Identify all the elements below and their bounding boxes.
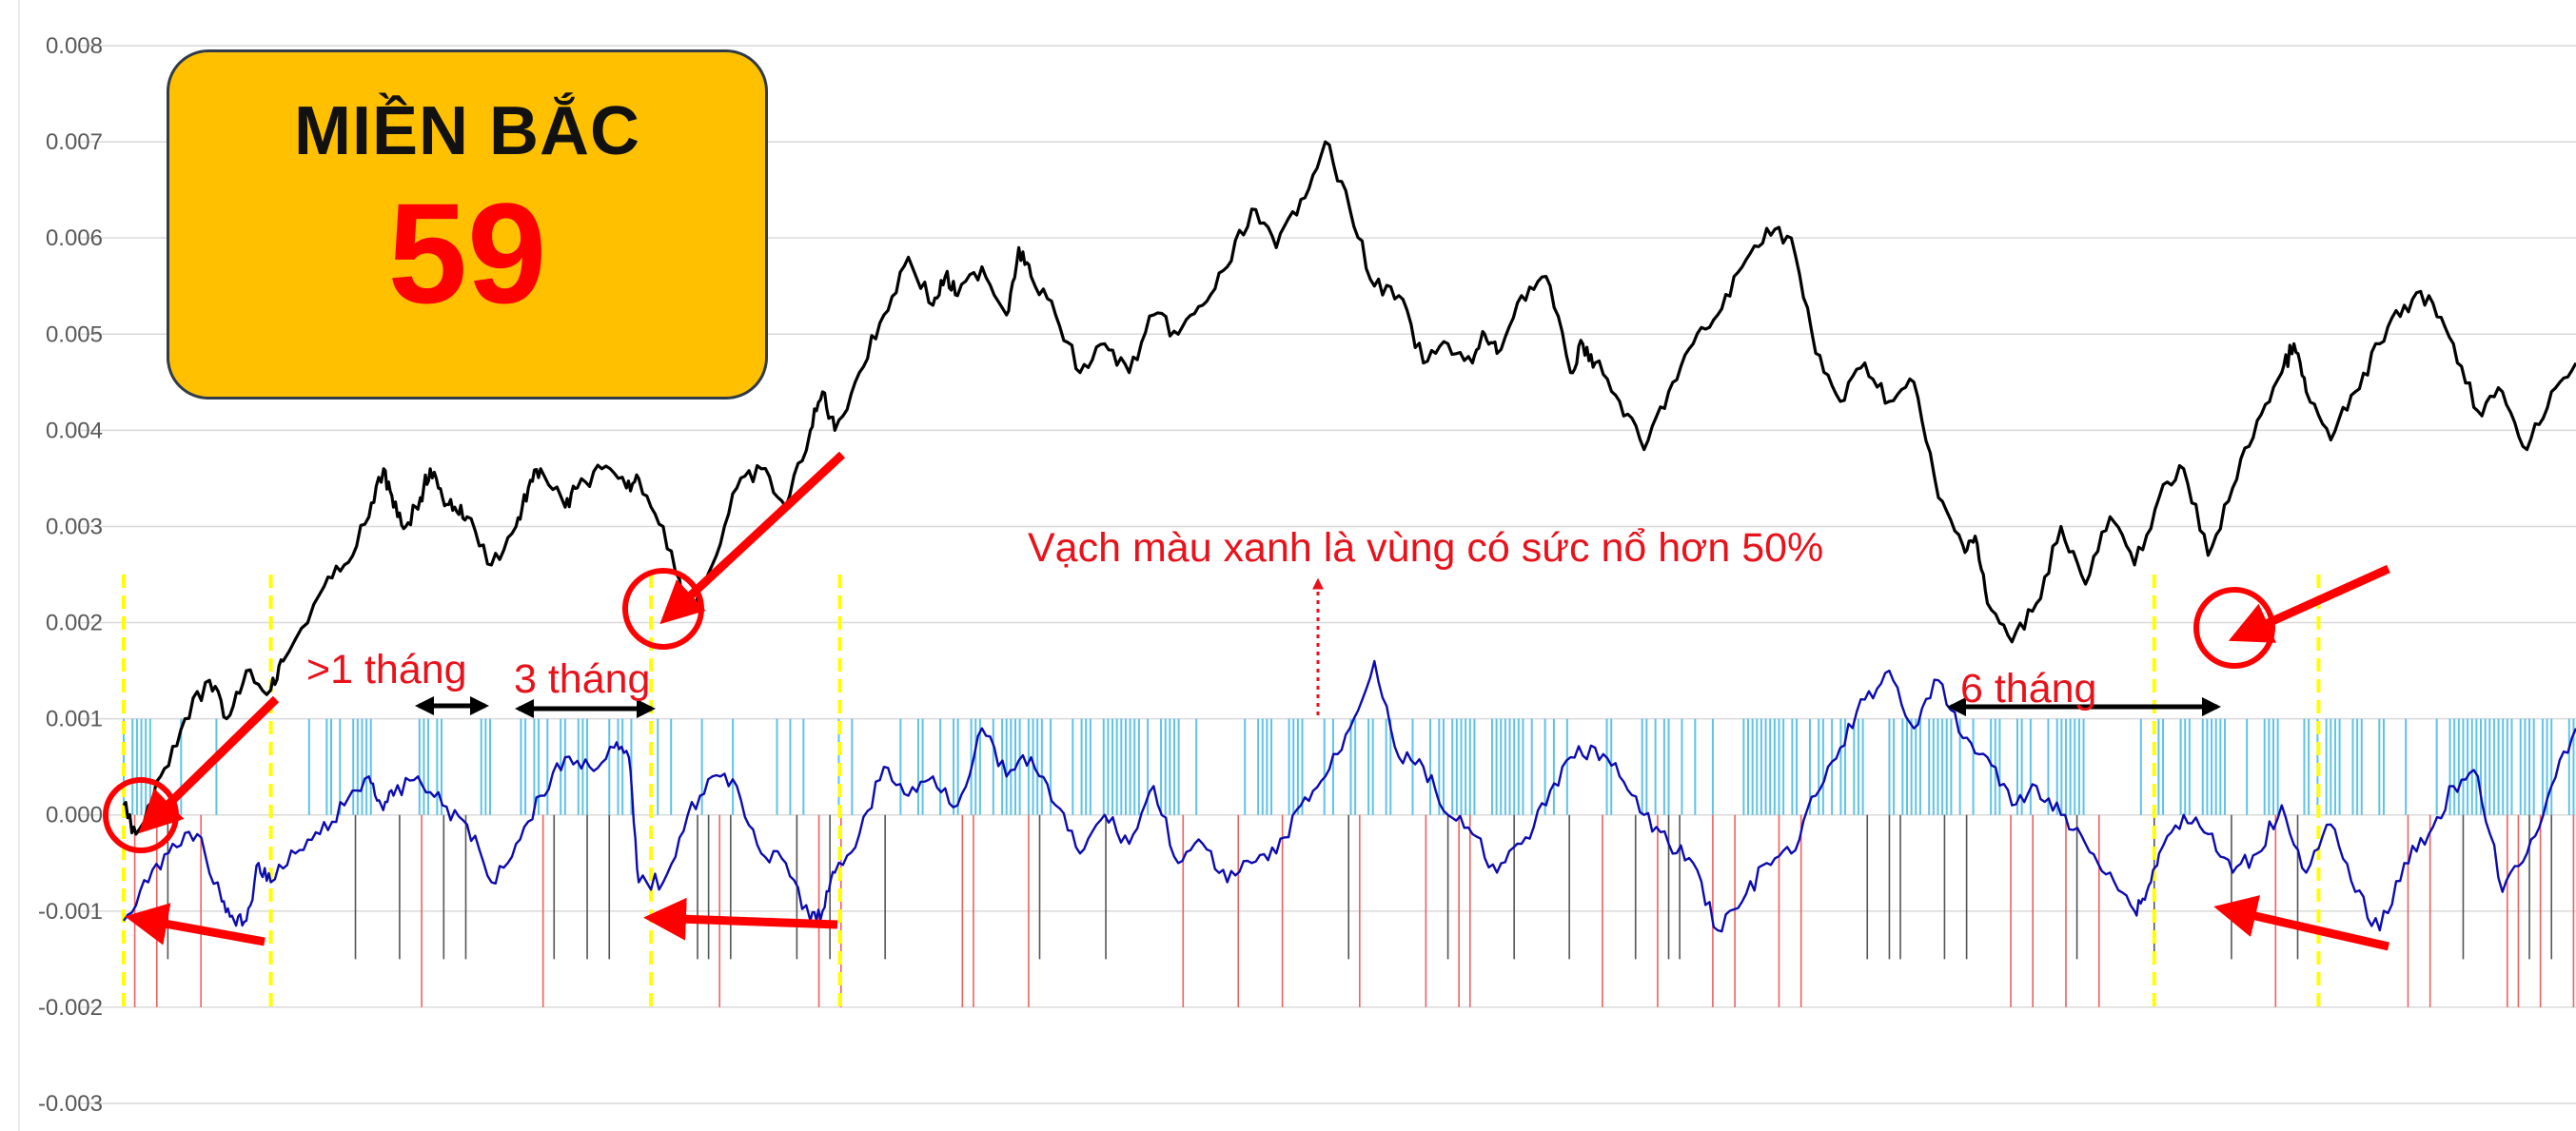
y-tick-label: -0.003	[38, 1091, 103, 1117]
y-tick-label: 0.008	[46, 33, 103, 59]
marker-arrow-3	[2228, 564, 2390, 643]
title-box: MIỀN BẮC 59	[167, 49, 768, 400]
y-tick-label: 0.007	[46, 129, 103, 155]
marker-arrow-4	[125, 903, 265, 946]
region-title: MIỀN BẮC	[294, 93, 640, 169]
marker-arrow-6	[2213, 895, 2390, 951]
y-tick-label: 0.000	[46, 803, 103, 829]
blue-series-line	[123, 659, 2576, 933]
series-lines	[122, 140, 2576, 933]
y-axis: 0.008 0.007 0.006 0.005 0.004 0.003 0.002 0.001…	[38, 33, 103, 1117]
y-tick-label: -0.002	[38, 995, 103, 1021]
region-number: 59	[387, 173, 547, 333]
note-text: Vạch màu xanh là vùng có sức nổ hơn 50%	[1028, 525, 1823, 571]
gap-label-2: 3 tháng	[514, 656, 650, 702]
y-tick-label: 0.003	[46, 514, 103, 539]
y-tick-label: -0.001	[38, 899, 103, 925]
vertical-guides	[122, 575, 2321, 1007]
y-tick-label: 0.004	[46, 418, 103, 443]
y-tick-label: 0.006	[46, 225, 103, 251]
marker-arrow-2	[659, 451, 846, 625]
red-markers	[103, 451, 2390, 951]
marker-arrow-5	[643, 897, 838, 941]
indicator-bars	[123, 718, 2575, 1007]
y-tick-label: 0.005	[46, 322, 103, 347]
y-tick-label: 0.002	[46, 611, 103, 636]
y-tick-label: 0.001	[46, 707, 103, 732]
gap-label-1: >1 tháng	[306, 647, 467, 692]
black-series-line	[122, 140, 2576, 836]
gap-label-3: 6 tháng	[1960, 666, 2096, 712]
marker-arrow-1	[138, 695, 280, 834]
gap-annotations: >1 tháng 3 tháng 6 tháng Vạch màu xanh l…	[306, 525, 2221, 718]
